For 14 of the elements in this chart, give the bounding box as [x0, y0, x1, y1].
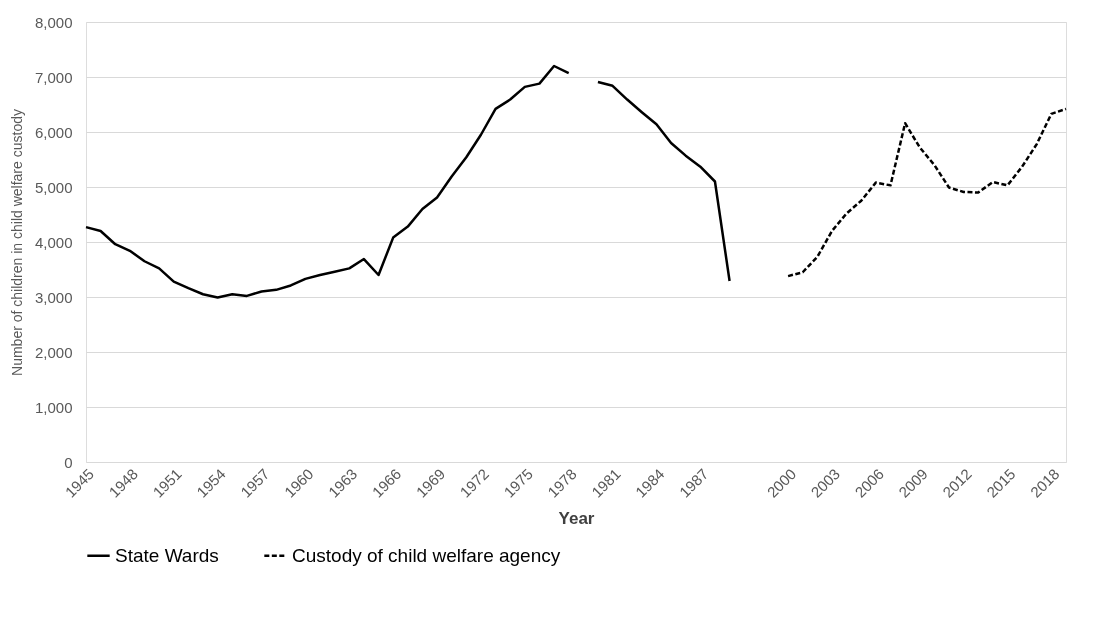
y-tick-label: 4,000	[34, 233, 73, 251]
x-axis-title: Year	[558, 508, 595, 528]
y-tick-label: 6,000	[34, 123, 73, 141]
y-tick-label: 8,000	[34, 13, 73, 31]
y-axis-title: Number of children in child welfare custody	[8, 109, 25, 376]
legend-label: State Wards	[115, 544, 219, 566]
y-tick-label: 2,000	[34, 343, 73, 361]
y-tick-label: 3,000	[34, 288, 73, 306]
y-tick-label: 7,000	[34, 68, 73, 86]
line-series	[786, 107, 1068, 278]
y-tick-label: 1,000	[34, 398, 73, 416]
y-tick-label: 5,000	[34, 178, 73, 196]
legend-label: Custody of child welfare agency	[292, 544, 561, 566]
y-tick-label: 0	[64, 453, 73, 471]
